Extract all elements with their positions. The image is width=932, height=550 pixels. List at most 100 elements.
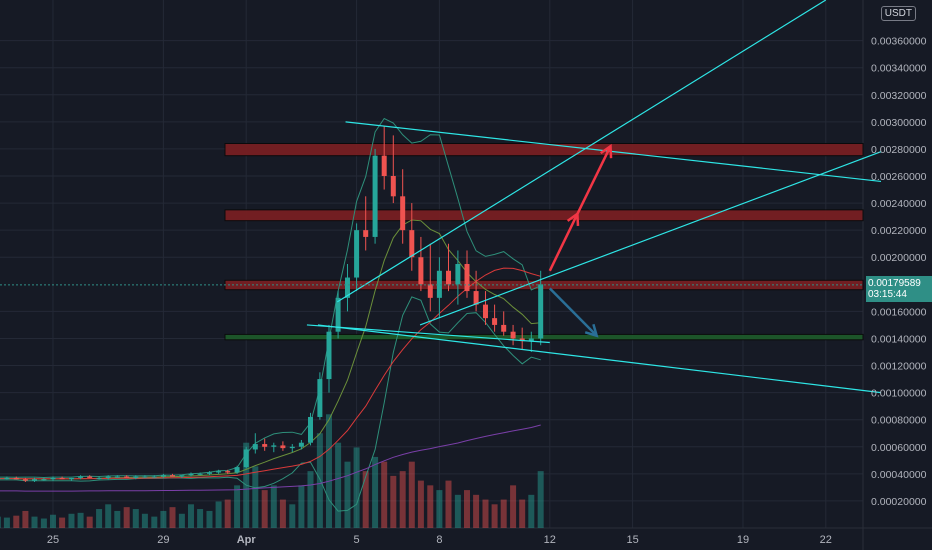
volume-bar [362,471,369,528]
volume-bar [417,480,424,528]
candle-body [427,284,433,298]
volume-bar [298,485,305,528]
price-tick-label: 0.00080000 [871,415,927,427]
volume-bar [510,485,517,528]
candle-body [87,476,93,478]
arrow-head [599,143,613,159]
candle-body [510,331,516,339]
price-tick-label: 0.00240000 [871,198,927,210]
candle-body [492,318,498,325]
price-tick-label: 0.00140000 [871,333,927,345]
price-tick-label: 0.00300000 [871,117,927,129]
volume-bar [86,516,93,528]
candle-body [142,476,148,478]
candle-body [280,445,286,449]
volume-bar [206,510,213,528]
price-tick-label: 0.00280000 [871,144,927,156]
candle-body [124,476,130,478]
volume-bar [13,515,20,528]
volume-bar [49,514,56,528]
volume-bar [22,510,29,528]
moving-average-red [0,267,541,480]
price-tick-label: 0.00320000 [871,90,927,102]
candle-body [289,446,295,449]
candle-body [133,476,139,478]
volume-bar [482,499,489,528]
price-tick-label: 0.00020000 [871,496,927,508]
volume-bar [0,516,1,528]
volume-bar [215,501,222,528]
candle-body [13,477,19,480]
candle-body [197,473,203,475]
volume-bar [160,510,167,528]
time-tick-label: 5 [354,534,360,546]
volume-bar [427,485,434,528]
candle-body [436,270,442,298]
projection-arrows [548,143,613,338]
time-axis[interactable]: 25 29 Apr 5 8 12 15 19 22 [47,534,832,546]
time-tick-label: Apr [237,534,257,546]
arrow-shaft [576,145,612,215]
candle-body [354,230,360,278]
price-tick-label: 0.00340000 [871,63,927,75]
candle-body [105,476,111,478]
volume-bar [270,485,277,528]
candle-body [50,477,56,480]
volume-bars [0,414,544,528]
volume-bar [390,475,397,528]
volume-bar [187,504,194,528]
price-tick-label: 0.00220000 [871,225,927,237]
candle-body [446,270,451,285]
candle-body [298,442,304,447]
volume-bar [261,490,268,528]
currency-badge[interactable]: USDT [880,6,916,21]
candle-body [160,475,166,477]
candle-body [262,444,268,447]
time-tick-label: 25 [47,534,59,546]
candle-body [363,230,369,237]
trendline [336,0,827,303]
volume-bar [31,516,38,528]
volume-bar [105,504,112,528]
trendline [317,324,882,394]
candle-body [335,297,341,332]
price-tick-label: 0.00060000 [871,442,927,454]
volume-bar [289,504,296,528]
volume-bar [463,490,470,528]
moving-average-purple [0,424,541,492]
volume-bar [279,499,286,528]
time-tick-label: 29 [157,534,169,546]
candle-body [32,479,37,481]
volume-bar [307,471,314,528]
price-tick-label: 0.00200000 [871,252,927,264]
resistance-zone [224,143,864,157]
candle-body [271,445,277,447]
candle-body [225,471,231,473]
volume-bar [436,490,443,528]
candle-body [381,155,387,176]
volume-bar [178,513,185,528]
time-tick-label: 22 [820,534,832,546]
volume-bar [454,494,461,528]
candle-body [96,477,102,479]
candle-countdown: 03:15:44 [868,289,907,300]
volume-bar [114,510,121,528]
trendlines [306,0,882,394]
volume-bar [325,414,332,528]
price-tick-label: 0.00120000 [871,361,927,373]
candle-body [68,477,74,480]
volume-bar [59,517,66,528]
candle-body [252,444,258,450]
candle-body [59,477,65,480]
price-tick-label: 0.00260000 [871,171,927,183]
candle-body [528,338,534,342]
price-axis[interactable]: 0.00020000 0.00040000 0.00060000 0.00080000… [871,36,927,508]
volume-bar [335,442,342,528]
volume-bar [353,447,360,528]
volume-bar [77,512,84,528]
candle-body [308,416,313,443]
time-tick-label: 19 [737,534,749,546]
bollinger-upper [0,117,541,479]
candle-body [482,304,488,319]
